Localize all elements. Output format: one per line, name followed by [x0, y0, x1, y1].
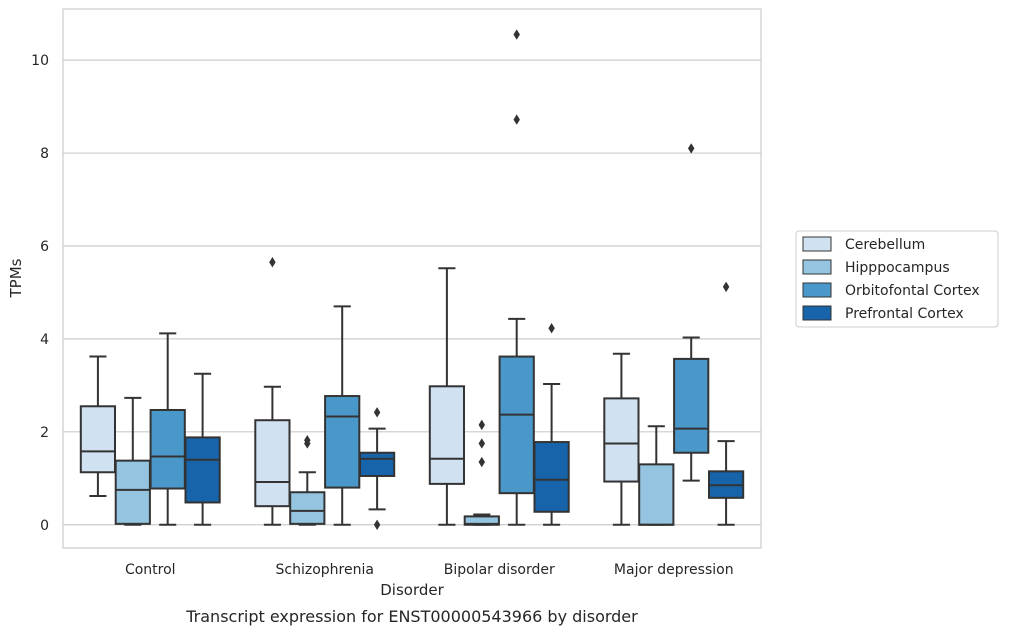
legend-swatch: [802, 236, 832, 252]
box-orbitofontal-cortex-0: [149, 332, 186, 526]
box-hipppocampus-0: [114, 396, 151, 526]
box-cerebellum-1: [254, 257, 291, 526]
box-orbitofontal-cortex-3: [673, 143, 710, 482]
box-iqr: [289, 491, 326, 525]
chart-caption: Transcript expression for ENST0000054396…: [185, 607, 638, 626]
x-tick-label: Bipolar disorder: [444, 562, 555, 578]
outlier-point: [548, 323, 555, 334]
y-tick-labels: 0 2 4 6 8 10: [31, 53, 49, 534]
x-tick-labels: Control Schizophrenia Bipolar disorder Majo…: [125, 562, 734, 578]
box-iqr: [638, 463, 675, 526]
box-prefrontal-cortex-3: [707, 281, 745, 526]
x-tick-label: Major depression: [614, 562, 734, 578]
box-iqr: [603, 397, 640, 483]
box-cerebellum-3: [603, 352, 640, 526]
legend-swatch: [802, 305, 832, 321]
box-iqr: [533, 441, 570, 513]
box-hipppocampus-2: [463, 419, 500, 526]
legend-label: Prefrontal Cortex: [845, 306, 964, 322]
outlier-point: [722, 281, 730, 293]
x-axis-label: Disorder: [380, 581, 444, 599]
box-prefrontal-cortex-2: [533, 323, 570, 526]
box-prefrontal-cortex-0: [184, 372, 221, 526]
box-iqr: [114, 459, 151, 525]
legend-swatch: [802, 259, 832, 275]
box-iqr: [428, 385, 466, 485]
box-iqr: [673, 357, 710, 454]
box-hipppocampus-3: [638, 425, 675, 526]
outlier-point: [478, 419, 486, 431]
box-prefrontal-cortex-1: [358, 407, 396, 530]
y-tick-label: 8: [40, 146, 49, 162]
legend-label: Cerebellum: [845, 237, 925, 253]
y-tick-label: 6: [40, 239, 49, 255]
legend-label: Hipppocampus: [845, 260, 950, 276]
outlier-point: [373, 519, 381, 530]
box-series: [79, 29, 745, 530]
box-orbitofontal-cortex-1: [324, 305, 361, 526]
plot-area-frame: [62, 8, 762, 549]
box-iqr: [498, 355, 535, 495]
y-tick-label: 0: [40, 518, 49, 534]
legend-frame: [795, 230, 999, 328]
box-iqr: [149, 408, 186, 490]
y-axis-label: TPMs: [7, 258, 25, 298]
box-iqr: [358, 451, 396, 477]
outlier-point: [373, 407, 381, 418]
outlier-point: [687, 143, 695, 154]
outlier-point: [269, 257, 276, 268]
y-tick-label: 4: [40, 332, 49, 348]
legend-label: Orbitofontal Cortex: [845, 283, 980, 299]
outlier-point: [513, 29, 520, 40]
x-tick-label: Control: [125, 562, 176, 578]
outlier-point: [478, 438, 486, 449]
box-hipppocampus-1: [289, 435, 326, 526]
x-tick-label: Schizophrenia: [276, 562, 374, 578]
box-cerebellum-2: [428, 267, 466, 526]
outlier-point: [513, 114, 520, 125]
legend: Cerebellum Hipppocampus Orbitofontal Corte…: [795, 230, 999, 328]
y-tick-label: 10: [31, 53, 49, 69]
legend-swatch: [802, 282, 832, 298]
box-cerebellum-0: [79, 355, 117, 497]
y-tick-label: 2: [40, 425, 49, 441]
box-iqr: [254, 419, 291, 508]
box-iqr: [324, 395, 361, 489]
box-orbitofontal-cortex-2: [498, 29, 535, 526]
outlier-point: [304, 435, 311, 446]
outlier-point: [478, 456, 486, 468]
box-iqr: [79, 405, 117, 474]
box-iqr: [184, 436, 221, 504]
